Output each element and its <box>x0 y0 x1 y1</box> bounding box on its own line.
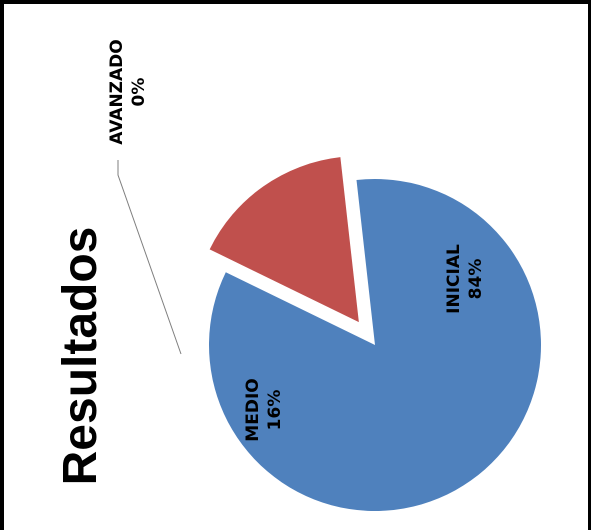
label-avanzado-percent: 0% <box>129 78 149 107</box>
label-medio-name: MEDIO <box>243 378 263 441</box>
label-inicial-name: INICIAL <box>444 244 464 314</box>
label-medio-percent: 16% <box>265 390 285 431</box>
label-inicial-percent: 84% <box>466 259 486 300</box>
pie-slice-medio <box>209 157 359 323</box>
label-medio: MEDIO 16% <box>243 378 285 441</box>
leader-line-avanzado <box>117 160 182 355</box>
chart-title: Resultados <box>54 227 107 486</box>
label-avanzado-name: AVANZADO <box>107 39 127 144</box>
pie-slice-inicial <box>208 178 541 511</box>
label-inicial: INICIAL 84% <box>444 244 486 314</box>
label-avanzado: AVANZADO 0% <box>107 39 149 144</box>
